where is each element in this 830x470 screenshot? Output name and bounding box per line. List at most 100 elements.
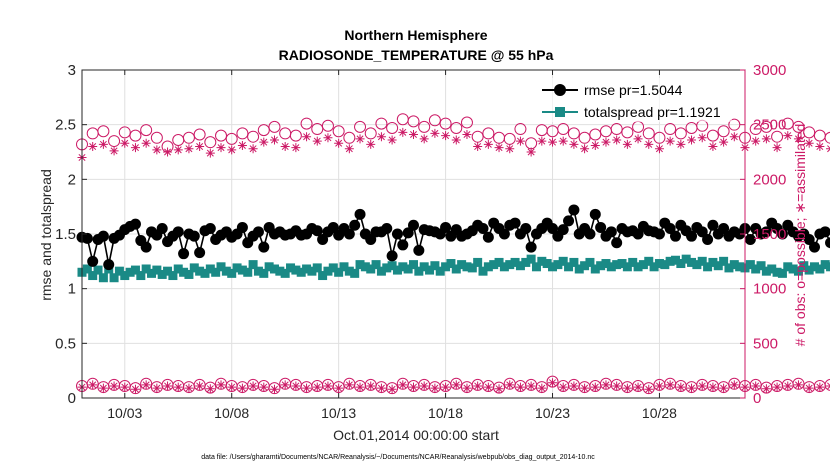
obs-possible-point bbox=[728, 118, 741, 131]
totalspread-point bbox=[221, 266, 231, 276]
rmse-point bbox=[632, 228, 644, 240]
obs-assimilated-point bbox=[687, 383, 697, 393]
y-tick-label-left: 0.5 bbox=[55, 335, 76, 352]
totalspread-point bbox=[526, 254, 536, 264]
rmse-point bbox=[381, 223, 393, 235]
obs-possible-point bbox=[493, 131, 506, 144]
legend-spread-marker bbox=[555, 107, 565, 117]
totalspread-point bbox=[232, 263, 242, 273]
obs-assimilated-point bbox=[526, 381, 536, 391]
totalspread-point bbox=[478, 266, 488, 276]
totalspread-point bbox=[264, 262, 274, 272]
rmse-point bbox=[188, 230, 200, 242]
obs-assimilated-point bbox=[793, 380, 803, 390]
obs-assimilated-point bbox=[719, 137, 729, 147]
y-tick-label-right: 3000 bbox=[753, 62, 786, 79]
totalspread-point bbox=[216, 262, 226, 272]
obs-possible-point bbox=[792, 120, 805, 133]
rmse-point bbox=[252, 226, 264, 238]
totalspread-point bbox=[425, 265, 435, 275]
totalspread-point bbox=[585, 257, 595, 267]
obs-assimilated-point bbox=[109, 381, 119, 391]
obs-possible-point bbox=[471, 130, 484, 143]
obs-assimilated-point bbox=[612, 135, 622, 145]
totalspread-point bbox=[248, 260, 258, 270]
totalspread-point bbox=[654, 259, 664, 269]
obs-assimilated-point bbox=[590, 140, 600, 150]
totalspread-point bbox=[168, 271, 178, 281]
totalspread-point bbox=[392, 265, 402, 275]
obs-assimilated-point bbox=[804, 383, 814, 393]
totalspread-point bbox=[451, 264, 461, 274]
obs-possible-point bbox=[813, 129, 826, 142]
totalspread-point bbox=[494, 257, 504, 267]
obs-possible-point bbox=[150, 131, 163, 144]
rmse-point bbox=[391, 228, 403, 240]
obs-possible-point bbox=[578, 131, 591, 144]
series-assimilated_low bbox=[77, 378, 830, 394]
totalspread-point bbox=[114, 266, 124, 276]
obs-possible-point bbox=[824, 131, 830, 144]
obs-assimilated-point bbox=[366, 381, 376, 391]
obs-assimilated-point bbox=[280, 142, 290, 152]
totalspread-point bbox=[719, 256, 729, 266]
rmse-point bbox=[809, 241, 821, 253]
obs-assimilated-point bbox=[344, 380, 354, 390]
totalspread-point bbox=[163, 266, 173, 276]
obs-assimilated-point bbox=[269, 135, 279, 145]
obs-possible-point bbox=[97, 125, 110, 138]
x-tick-label: 10/13 bbox=[321, 405, 356, 421]
y-tick-label-right: 500 bbox=[753, 335, 778, 352]
obs-assimilated-point bbox=[451, 380, 461, 390]
totalspread-point bbox=[751, 264, 761, 274]
totalspread-point bbox=[141, 264, 151, 274]
obs-assimilated-point bbox=[505, 380, 515, 390]
totalspread-point bbox=[462, 262, 472, 272]
totalspread-point bbox=[756, 261, 766, 271]
rmse-point bbox=[397, 239, 409, 251]
totalspread-point bbox=[569, 257, 579, 267]
obs-assimilated-point bbox=[751, 381, 761, 391]
obs-assimilated-point bbox=[302, 132, 312, 142]
obs-assimilated-point bbox=[409, 130, 418, 140]
x-tick-label: 10/18 bbox=[428, 405, 463, 421]
obs-possible-point bbox=[108, 135, 121, 148]
y-tick-label-right: 2500 bbox=[753, 117, 786, 134]
axes-layer: 0 0 0.5 500 1 1000 1.5 1500 2 2000 2.5 2500 3 3000 10/… bbox=[55, 62, 786, 421]
obs-possible-point bbox=[289, 129, 302, 142]
y-tick-label-right: 2000 bbox=[753, 171, 786, 188]
obs-possible-point bbox=[567, 127, 580, 140]
totalspread-point bbox=[622, 262, 632, 272]
rmse-point bbox=[696, 226, 708, 238]
obs-assimilated-point bbox=[355, 134, 365, 144]
obs-assimilated-point bbox=[729, 132, 739, 142]
totalspread-point bbox=[125, 267, 135, 277]
series-rmse bbox=[76, 204, 830, 271]
obs-possible-point bbox=[396, 113, 409, 126]
obs-assimilated-point bbox=[120, 382, 130, 392]
totalspread-point bbox=[628, 257, 638, 267]
y-tick-label-left: 1.5 bbox=[55, 226, 76, 243]
obs-assimilated-point bbox=[569, 381, 579, 391]
rmse-point bbox=[744, 233, 756, 245]
obs-assimilated-point bbox=[195, 142, 205, 152]
obs-assimilated-point bbox=[291, 143, 301, 153]
obs-assimilated-point bbox=[494, 384, 504, 394]
obs-assimilated-point bbox=[687, 135, 697, 145]
obs-assimilated-point bbox=[237, 383, 247, 393]
totalspread-point bbox=[403, 264, 413, 274]
rmse-point bbox=[97, 230, 109, 242]
obs-assimilated-point bbox=[654, 381, 664, 391]
obs-possible-point bbox=[257, 124, 270, 137]
obs-assimilated-point bbox=[548, 378, 558, 388]
obs-assimilated-point bbox=[515, 136, 525, 146]
obs-assimilated-point bbox=[344, 144, 354, 154]
totalspread-point bbox=[275, 266, 285, 276]
x-tick-label: 10/08 bbox=[214, 405, 249, 421]
obs-possible-point bbox=[706, 129, 719, 142]
rmse-point bbox=[557, 224, 569, 236]
totalspread-point bbox=[681, 254, 691, 264]
obs-possible-point bbox=[450, 121, 463, 134]
rmse-point bbox=[413, 244, 425, 256]
obs-possible-point bbox=[439, 117, 452, 130]
